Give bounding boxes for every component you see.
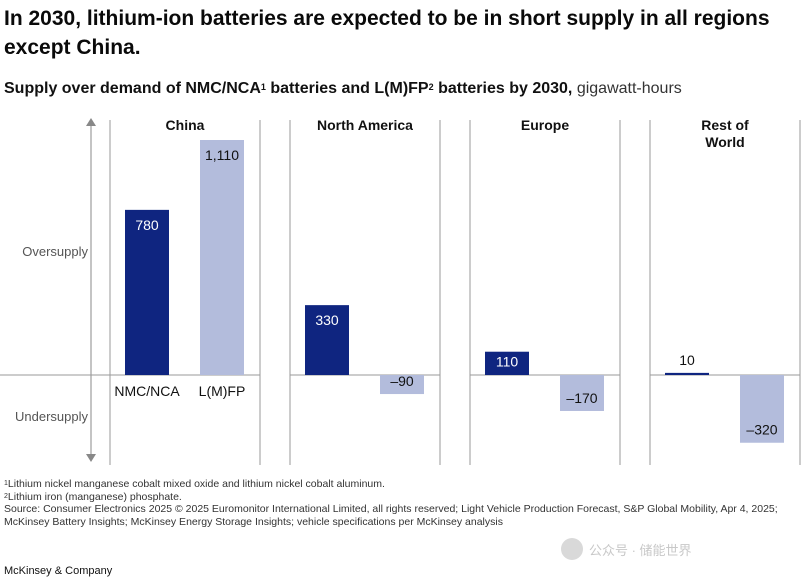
bar-1-2 bbox=[560, 375, 604, 411]
source-note: Source: Consumer Electronics 2025 © 2025… bbox=[4, 503, 778, 528]
subtitle-part1: Supply over demand of NMC/NCA bbox=[4, 80, 261, 97]
bar-1-1 bbox=[380, 375, 424, 395]
subtitle-part3: batteries by 2030, bbox=[433, 80, 573, 97]
subtitle-part2: batteries and L(M)FP bbox=[265, 80, 429, 97]
y-axis-arrow-down bbox=[86, 454, 96, 462]
subtitle-sup2: 2 bbox=[428, 82, 434, 92]
category-label-3-0: Rest of bbox=[701, 117, 749, 133]
category-label-3-1: World bbox=[705, 134, 744, 150]
y-axis-arrow-up bbox=[86, 118, 96, 126]
watermark: 公众号 · 储能世界 bbox=[561, 538, 692, 560]
data-label-1-1: –90 bbox=[390, 373, 414, 389]
series-label-1: L(M)FP bbox=[199, 383, 246, 399]
chart-subtitle: Supply over demand of NMC/NCA1 batteries… bbox=[4, 78, 682, 100]
category-label-0-0: China bbox=[166, 117, 205, 133]
bar-0-1 bbox=[305, 305, 349, 375]
footnote-2: 2Lithium iron (manganese) phosphate. bbox=[4, 490, 182, 503]
wechat-icon bbox=[561, 538, 583, 560]
bar-1-3 bbox=[740, 375, 784, 443]
data-label-0-0: 780 bbox=[135, 217, 159, 233]
data-label-0-2: 110 bbox=[496, 354, 519, 370]
category-label-2-0: Europe bbox=[521, 117, 569, 133]
footnote-1: 1Lithium nickel manganese cobalt mixed o… bbox=[4, 478, 385, 490]
bar-1-0 bbox=[200, 140, 244, 375]
brand-name: McKinsey & Company bbox=[4, 565, 113, 577]
series-label-0: NMC/NCA bbox=[114, 383, 180, 399]
data-label-1-3: –320 bbox=[746, 422, 777, 438]
subtitle-unit: gigawatt-hours bbox=[572, 80, 682, 97]
subtitle-sup1: 1 bbox=[260, 82, 266, 92]
data-label-1-0: 1,110 bbox=[205, 147, 239, 163]
footnotes: 1Lithium nickel manganese cobalt mixed o… bbox=[4, 478, 794, 528]
data-label-1-2: –170 bbox=[566, 390, 597, 406]
data-label-0-1: 330 bbox=[315, 312, 339, 328]
undersupply-label: Undersupply bbox=[15, 409, 88, 424]
bar-0-2 bbox=[485, 351, 529, 375]
bar-chart: Oversupply Undersupply China North America E… bbox=[0, 117, 801, 465]
watermark-text: 公众号 · 储能世界 bbox=[589, 542, 692, 558]
chart-title: In 2030, lithium-ion batteries are expec… bbox=[4, 7, 770, 59]
data-label-0-3: 10 bbox=[679, 352, 695, 368]
category-label-1-0: North America bbox=[317, 117, 413, 133]
bar-0-0 bbox=[125, 209, 169, 375]
oversupply-label: Oversupply bbox=[22, 244, 88, 259]
bar-0-3 bbox=[665, 372, 709, 375]
